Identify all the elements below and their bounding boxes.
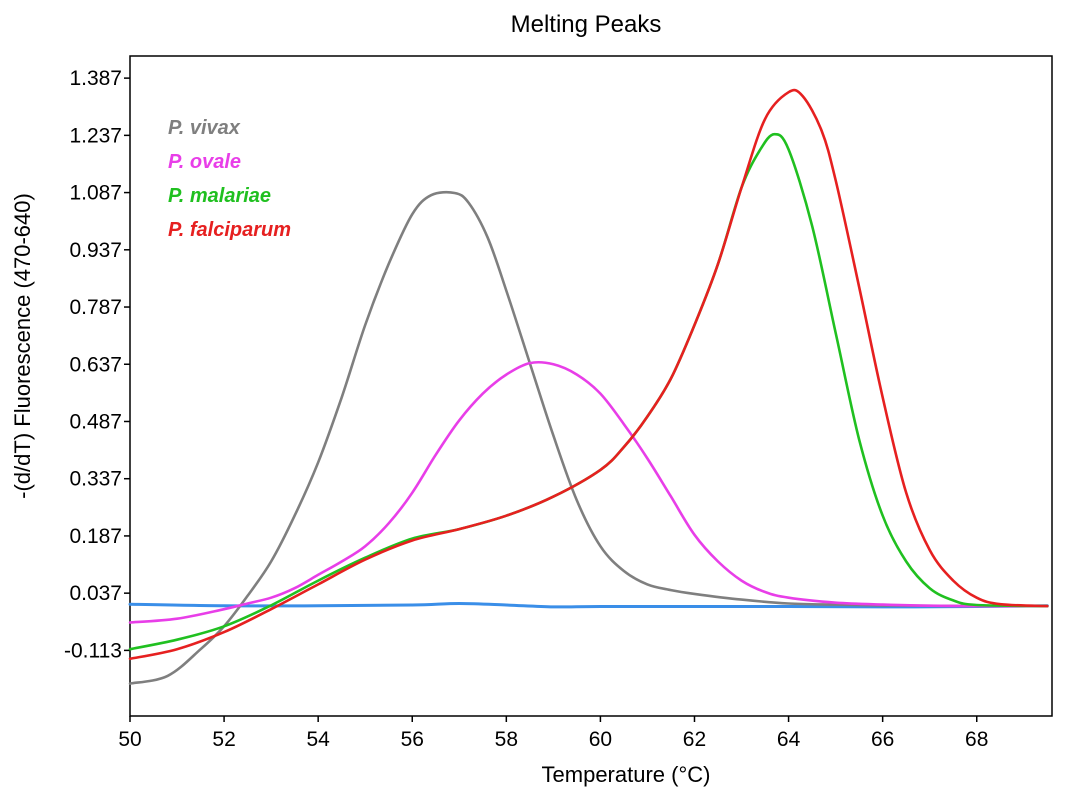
x-tick-label: 68 <box>965 728 988 751</box>
series-line-p-ovale <box>128 360 1049 624</box>
x-tick-label: 50 <box>118 728 141 751</box>
x-tick-label: 60 <box>589 728 612 751</box>
y-tick-label: 0.037 <box>69 582 122 605</box>
x-tick-label: 62 <box>683 728 706 751</box>
y-tick-label: 0.937 <box>69 239 122 262</box>
plot-frame <box>129 55 1053 717</box>
x-tick-label: 64 <box>777 728 801 751</box>
x-tick-label: 56 <box>401 728 424 751</box>
y-tick-label: 0.487 <box>69 410 122 433</box>
series-line-baseline <box>128 602 1049 609</box>
legend-entry: P. vivax <box>168 117 241 139</box>
y-tick-label: 0.637 <box>69 353 122 376</box>
x-tick-label: 54 <box>306 728 330 751</box>
y-tick-label: 1.387 <box>69 67 122 90</box>
x-axis-label: Temperature (°C) <box>542 762 711 787</box>
series-line-p-vivax <box>128 190 1049 685</box>
y-axis-label: -(d/dT) Fluorescence (470-640) <box>10 193 35 499</box>
x-tick-label: 58 <box>495 728 518 751</box>
y-tick-label: 1.087 <box>69 182 122 205</box>
x-tick-label: 52 <box>212 728 235 751</box>
y-tick-label: 1.237 <box>69 124 122 147</box>
y-axis: -0.113 0.037 0.187 0.337 0.487 0.637 0.787 0.93… <box>64 67 130 662</box>
series-layer <box>128 88 1049 685</box>
legend-entry: P. ovale <box>168 151 241 173</box>
y-tick-label: 0.787 <box>69 296 122 319</box>
chart-title: Melting Peaks <box>511 11 662 38</box>
legend-entry: P. malariae <box>168 185 271 207</box>
x-tick-label: 66 <box>871 728 894 751</box>
x-axis: 50 52 54 56 58 60 62 64 66 68 <box>118 716 988 751</box>
y-tick-label: 0.187 <box>69 525 122 548</box>
y-tick-label: -0.113 <box>64 639 122 662</box>
legend-entry: P. falciparum <box>168 219 291 241</box>
y-tick-label: 0.337 <box>69 468 122 491</box>
legend: P. vivax P. ovale P. malariae P. falciparum <box>168 117 291 241</box>
series-line-p-falciparum <box>128 88 1049 661</box>
series-line-p-malariae <box>128 132 1049 651</box>
